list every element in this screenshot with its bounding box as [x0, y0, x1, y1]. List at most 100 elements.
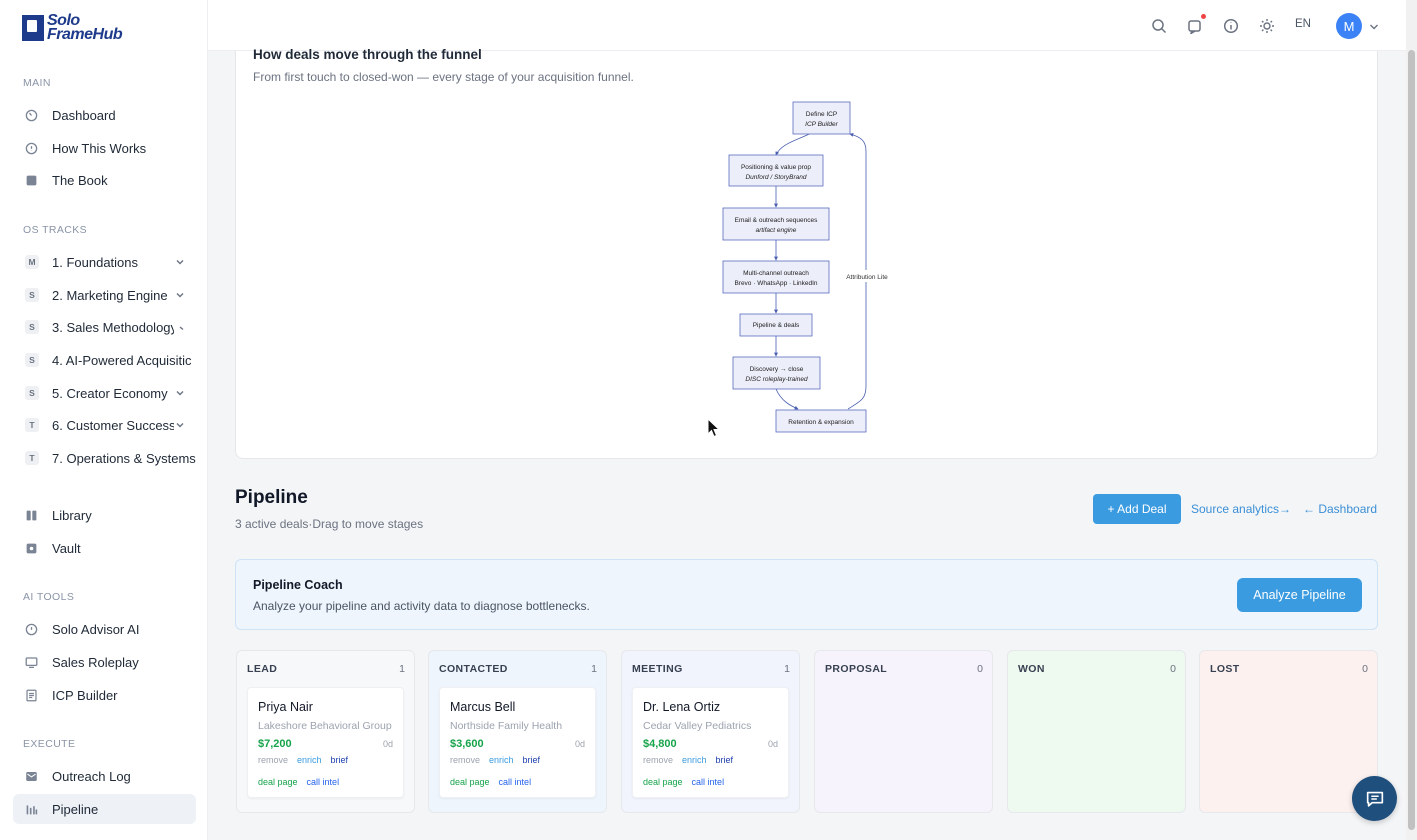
track-badge: T	[25, 451, 39, 465]
brief-link[interactable]: brief	[522, 755, 541, 765]
sidebar-item-dashboard[interactable]: Dashboard	[13, 100, 196, 130]
deal-card[interactable]: Marcus Bell Northside Family Health $3,6…	[439, 687, 596, 798]
language-switch[interactable]: EN	[1295, 18, 1311, 30]
document-icon	[25, 689, 38, 702]
section-title-execute: EXECUTE	[23, 738, 76, 750]
track-badge: S	[25, 353, 39, 367]
sidebar-item-icp-builder[interactable]: ICP Builder	[13, 680, 196, 710]
library-icon	[25, 509, 38, 522]
page-title: Pipeline	[235, 487, 308, 508]
remove-link[interactable]: remove	[643, 755, 674, 765]
chevron-down-icon[interactable]	[174, 387, 186, 399]
notification-dot	[1201, 14, 1206, 19]
sidebar-item-library[interactable]: Library	[13, 500, 196, 530]
brief-link[interactable]: brief	[330, 755, 349, 765]
call-intel-link[interactable]: call intel	[498, 777, 532, 787]
scrollbar[interactable]	[1406, 0, 1417, 840]
enrich-link[interactable]: enrich	[682, 755, 707, 765]
sidebar-item-creator-economy[interactable]: S 5. Creator Economy	[13, 378, 196, 408]
funnel-card: How deals move through the funnel From f…	[235, 47, 1378, 459]
call-intel-link[interactable]: call intel	[691, 777, 725, 787]
chevron-down-icon[interactable]	[1368, 20, 1380, 32]
deal-amount: $3,600	[450, 738, 484, 750]
sidebar-item-sales-methodology[interactable]: S 3. Sales Methodology	[13, 312, 196, 342]
svg-text:Pipeline & deals: Pipeline & deals	[753, 322, 800, 329]
track-badge: S	[25, 288, 39, 302]
column-title: CONTACTED	[439, 663, 508, 675]
search-icon[interactable]	[1150, 17, 1167, 34]
pipeline-coach-panel: Pipeline Coach Analyze your pipeline and…	[235, 559, 1378, 630]
sidebar-item-ai-powered-acquisition[interactable]: S 4. AI-Powered Acquisitic	[13, 345, 196, 375]
svg-text:DISC roleplay-trained: DISC roleplay-trained	[745, 376, 808, 383]
remove-link[interactable]: remove	[258, 755, 289, 765]
deal-page-link[interactable]: deal page	[258, 777, 298, 787]
enrich-link[interactable]: enrich	[489, 755, 514, 765]
column-won[interactable]: WON 0	[1007, 650, 1186, 813]
sidebar-item-label: Outreach Log	[52, 768, 131, 784]
sidebar-item-label: Pipeline	[52, 801, 99, 817]
sidebar-item-outreach-log[interactable]: Outreach Log	[13, 761, 196, 791]
sidebar-item-sales-roleplay[interactable]: Sales Roleplay	[13, 647, 196, 677]
logo-mark-icon	[22, 15, 44, 41]
advisor-icon	[25, 623, 38, 636]
svg-text:Email & outreach sequences: Email & outreach sequences	[735, 217, 818, 224]
book-icon	[25, 174, 38, 187]
page-subtitle: 3 active deals·Drag to move stages	[235, 517, 424, 531]
sidebar-item-label: The Book	[52, 172, 108, 188]
svg-text:Multi-channel outreach: Multi-channel outreach	[743, 270, 809, 277]
chevron-down-icon[interactable]	[174, 289, 186, 301]
sidebar-item-foundations[interactable]: M 1. Foundations	[13, 247, 196, 277]
deal-page-link[interactable]: deal page	[450, 777, 490, 787]
analyze-pipeline-button[interactable]: Analyze Pipeline	[1237, 578, 1362, 612]
column-lead[interactable]: LEAD 1 Priya Nair Lakeshore Behavioral G…	[236, 650, 415, 813]
sidebar-item-customer-success[interactable]: T 6. Customer Success	[13, 410, 196, 440]
svg-text:Dunford / StoryBrand: Dunford / StoryBrand	[745, 174, 806, 181]
sidebar-item-label: Library	[52, 507, 92, 523]
deal-card[interactable]: Priya Nair Lakeshore Behavioral Group $7…	[247, 687, 404, 798]
svg-text:Retention & expansion: Retention & expansion	[788, 419, 854, 426]
deal-name: Priya Nair	[258, 700, 313, 714]
deal-age: 0d	[767, 739, 778, 749]
chevron-down-icon[interactable]	[174, 321, 186, 333]
chat-button[interactable]	[1352, 776, 1397, 821]
chevron-down-icon[interactable]	[174, 419, 186, 431]
scrollbar-thumb[interactable]	[1408, 50, 1415, 830]
dashboard-link[interactable]: ← Dashboard	[1303, 502, 1378, 516]
deal-card[interactable]: Dr. Lena Ortiz Cedar Valley Pediatrics $…	[632, 687, 789, 798]
notifications-icon[interactable]	[1186, 14, 1206, 34]
node-pipeline-deals: Pipeline & deals	[739, 313, 813, 337]
theme-sun-icon[interactable]	[1258, 17, 1275, 34]
deal-page-link[interactable]: deal page	[643, 777, 683, 787]
column-count: 1	[399, 663, 405, 675]
sidebar-item-solo-advisor-ai[interactable]: Solo Advisor AI	[13, 614, 196, 644]
sidebar-item-operations-systems[interactable]: T 7. Operations & Systems	[13, 443, 196, 473]
column-title: LOST	[1210, 663, 1240, 675]
monitor-icon	[25, 656, 38, 669]
column-contacted[interactable]: CONTACTED 1 Marcus Bell Northside Family…	[428, 650, 607, 813]
remove-link[interactable]: remove	[450, 755, 481, 765]
sidebar-item-the-book[interactable]: The Book	[13, 165, 196, 195]
column-title: LEAD	[247, 663, 278, 675]
add-deal-button[interactable]: + Add Deal	[1093, 494, 1181, 524]
sidebar-item-marketing-engine[interactable]: S 2. Marketing Engine	[13, 280, 196, 310]
column-lost[interactable]: LOST 0	[1199, 650, 1378, 813]
chevron-down-icon[interactable]	[174, 256, 186, 268]
brief-link[interactable]: brief	[715, 755, 734, 765]
section-title-main: MAIN	[23, 77, 51, 89]
column-count: 1	[591, 663, 597, 675]
logo[interactable]: Solo FrameHub	[22, 13, 123, 43]
source-analytics-link[interactable]: Source analytics→	[1191, 502, 1292, 516]
loop-label: Attribution Lite	[846, 274, 888, 281]
funnel-subtitle: From first touch to closed-won — every s…	[253, 70, 634, 84]
avatar[interactable]: M	[1336, 13, 1362, 39]
edge	[775, 388, 799, 410]
sidebar-item-how-this-works[interactable]: How This Works	[13, 133, 196, 163]
enrich-link[interactable]: enrich	[297, 755, 322, 765]
node-retention-expansion: Retention & expansion	[775, 409, 867, 433]
sidebar-item-pipeline[interactable]: Pipeline	[13, 794, 196, 824]
column-proposal[interactable]: PROPOSAL 0	[814, 650, 993, 813]
call-intel-link[interactable]: call intel	[306, 777, 340, 787]
column-meeting[interactable]: MEETING 1 Dr. Lena Ortiz Cedar Valley Pe…	[621, 650, 800, 813]
info-icon[interactable]	[1222, 17, 1239, 34]
sidebar-item-vault[interactable]: Vault	[13, 533, 196, 563]
